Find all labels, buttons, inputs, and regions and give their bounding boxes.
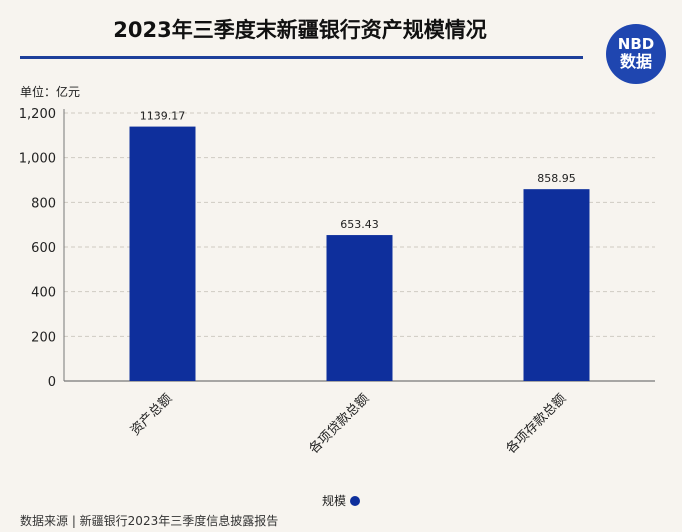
x-tick-label: 各项存款总额 (503, 391, 569, 457)
data-source: 数据来源 | 新疆银行2023年三季度信息披露报告 (20, 514, 279, 528)
bar (326, 235, 393, 381)
bar-value-label: 1139.17 (140, 110, 186, 123)
y-tick-label: 1,200 (19, 107, 56, 122)
legend-swatch (350, 496, 360, 506)
y-tick-label: 0 (48, 375, 56, 390)
y-tick-label: 1,000 (19, 152, 56, 167)
chart-title: 2023年三季度末新疆银行资产规模情况 (113, 18, 487, 42)
y-tick-label: 400 (31, 286, 56, 301)
bar (129, 126, 196, 382)
y-tick-label: 800 (31, 196, 56, 211)
bar-value-label: 653.43 (340, 218, 379, 231)
y-tick-label: 600 (31, 241, 56, 256)
bar (523, 189, 590, 381)
y-tick-label: 200 (31, 330, 56, 345)
logo-text-top: NBD (617, 35, 655, 53)
x-tick-label: 资产总额 (128, 391, 175, 438)
unit-label: 单位：亿元 (20, 85, 81, 99)
bar-value-label: 858.95 (537, 172, 576, 185)
legend-label: 规模 (321, 494, 346, 508)
nbd-logo: NBD 数据 (606, 24, 666, 84)
logo-text-bottom: 数据 (619, 52, 652, 71)
bar-chart: 0 200 400 600 800 1,000 1,200 1139.17 资产总额 653.43… (19, 107, 655, 457)
legend: 规模 (0, 492, 682, 509)
x-tick-label: 各项贷款总额 (306, 391, 372, 457)
title-underline (20, 56, 583, 59)
